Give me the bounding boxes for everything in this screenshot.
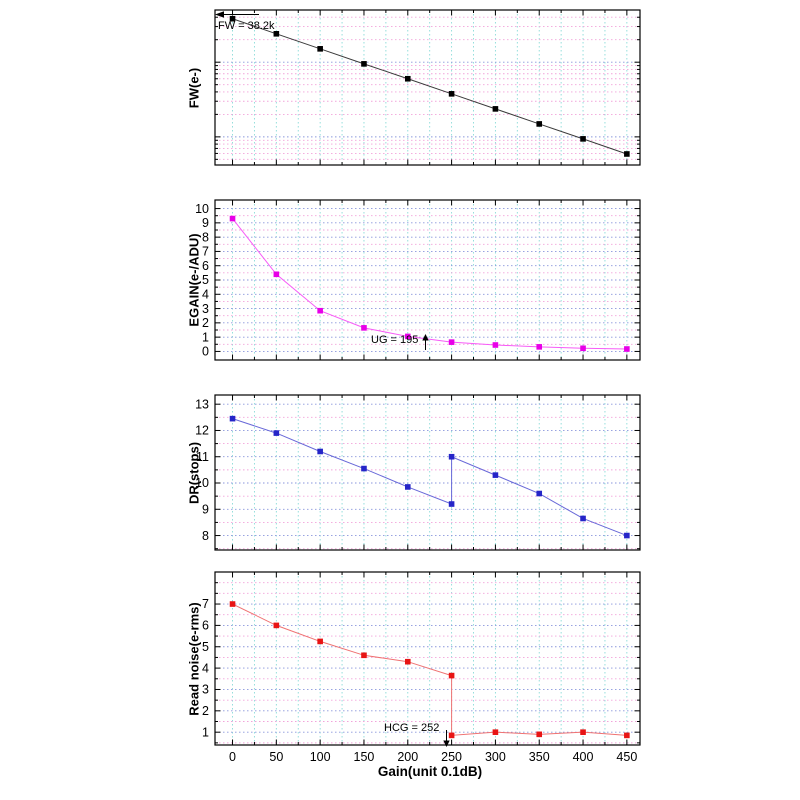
data-point-read-noise — [580, 729, 586, 735]
x-axis-title: Gain(unit 0.1dB) — [377, 764, 483, 779]
data-point-full-well — [624, 151, 630, 157]
data-point-full-well — [536, 121, 543, 127]
hcg-annotation-text: HCG = 252 — [384, 722, 440, 734]
data-point-full-well — [361, 61, 367, 67]
data-point-read-noise — [536, 731, 543, 738]
data-point-read-noise — [317, 638, 323, 645]
y-tick-label: 1 — [202, 725, 209, 739]
y-tick-label: 10 — [195, 202, 209, 216]
data-point-read-noise — [448, 732, 455, 739]
data-point-dynamic-range — [273, 430, 280, 436]
y-axis-title-egain: EGAIN(e-/ADU) — [186, 233, 202, 327]
data-point-full-well — [317, 46, 323, 52]
y-tick-label: 7 — [202, 597, 209, 611]
data-point-read-noise — [624, 732, 630, 739]
y-tick-label: 6 — [202, 259, 209, 273]
y-tick-label: 10 — [195, 476, 209, 490]
data-point-dynamic-range — [448, 501, 455, 507]
data-point-dynamic-range — [624, 532, 630, 539]
y-tick-label: 4 — [202, 661, 209, 675]
data-point-dynamic-range — [317, 448, 323, 455]
data-point-egain — [536, 344, 543, 350]
y-tick-label: 9 — [202, 502, 209, 516]
data-point-dynamic-range — [492, 472, 499, 478]
arrow-down-icon — [443, 730, 451, 747]
x-tick-label: 50 — [269, 750, 283, 764]
data-point-full-well — [448, 91, 455, 97]
data-point-egain — [273, 271, 280, 278]
series-line-read-noise — [232, 603, 627, 736]
x-tick-label: 400 — [573, 750, 594, 764]
data-point-egain — [229, 215, 236, 222]
data-point-dynamic-range — [580, 515, 586, 522]
y-tick-label: 12 — [195, 424, 209, 438]
y-tick-label: 4 — [202, 287, 209, 301]
y-tick-label: 8 — [202, 529, 209, 543]
x-tick-label: 0 — [229, 750, 236, 764]
data-point-read-noise — [404, 658, 411, 665]
data-point-dynamic-range — [229, 415, 236, 422]
x-tick-label: 100 — [310, 750, 331, 764]
panel-read-noise: 1 2 3 4 5 6 7 0 50 100 150 200 250 300 350 400 450 — [202, 571, 641, 764]
y-tick-label: 6 — [202, 619, 209, 633]
hcg-annotation: HCG = 252 — [384, 722, 451, 748]
data-point-dynamic-range — [536, 490, 543, 497]
y-axis-title-dr: DR(stops) — [186, 441, 202, 505]
data-point-read-noise — [448, 672, 455, 679]
data-point-egain — [361, 325, 367, 331]
y-tick-label: 9 — [202, 216, 209, 230]
y-tick-label: 8 — [202, 230, 209, 244]
y-tick-label: 5 — [202, 640, 209, 654]
y-tick-label: 2 — [202, 316, 209, 330]
x-tick-label: 300 — [485, 750, 506, 764]
data-point-full-well — [492, 106, 499, 112]
data-point-egain — [624, 346, 630, 352]
fw-annotation: FW = 38.2k — [215, 10, 275, 33]
panel-dynamic-range: 8 9 10 11 12 13 — [195, 394, 641, 551]
series-line-egain — [232, 218, 627, 350]
data-point-full-well — [229, 15, 236, 22]
ug-annotation-text: UG = 195 — [371, 334, 419, 346]
data-point-egain — [448, 339, 455, 345]
y-tick-label: 7 — [202, 245, 209, 259]
data-point-egain — [492, 342, 499, 348]
y-tick-label: 2 — [202, 704, 209, 718]
y-tick-label: 0 — [202, 345, 209, 359]
x-tick-label: 250 — [441, 750, 462, 764]
y-tick-label: 5 — [202, 273, 209, 287]
x-tick-label: 200 — [397, 750, 418, 764]
y-tick-label: 11 — [196, 450, 209, 464]
y-tick-label: 13 — [195, 397, 209, 411]
data-point-dynamic-range — [448, 453, 455, 460]
data-point-egain — [317, 307, 323, 314]
data-point-read-noise — [361, 652, 367, 659]
data-point-full-well — [404, 75, 411, 82]
data-point-egain — [404, 333, 411, 340]
x-tick-label: 150 — [354, 750, 375, 764]
arrow-left-icon — [215, 11, 259, 18]
data-point-egain — [580, 345, 586, 352]
ug-annotation: UG = 195 — [371, 334, 430, 351]
y-tick-label: 3 — [202, 302, 209, 316]
y-axis-title-fw: FW(e-) — [186, 67, 202, 109]
y-tick-label: 3 — [202, 683, 209, 697]
panel-full-well — [214, 9, 641, 166]
x-tick-label: 450 — [616, 750, 637, 764]
data-point-read-noise — [492, 729, 499, 735]
fw-annotation-text: FW = 38.2k — [218, 20, 275, 32]
data-point-dynamic-range — [404, 484, 411, 490]
y-tick-label: 1 — [202, 330, 209, 344]
y-axis-title-read-noise: Read noise(e-rms) — [186, 602, 202, 716]
data-point-dynamic-range — [361, 465, 367, 472]
data-point-read-noise — [229, 601, 236, 607]
x-tick-label: 350 — [529, 750, 550, 764]
series-line-full-well — [232, 18, 628, 155]
arrow-up-icon — [422, 334, 430, 350]
data-point-read-noise — [273, 622, 280, 629]
data-point-full-well — [580, 136, 586, 142]
data-point-full-well — [273, 31, 280, 37]
